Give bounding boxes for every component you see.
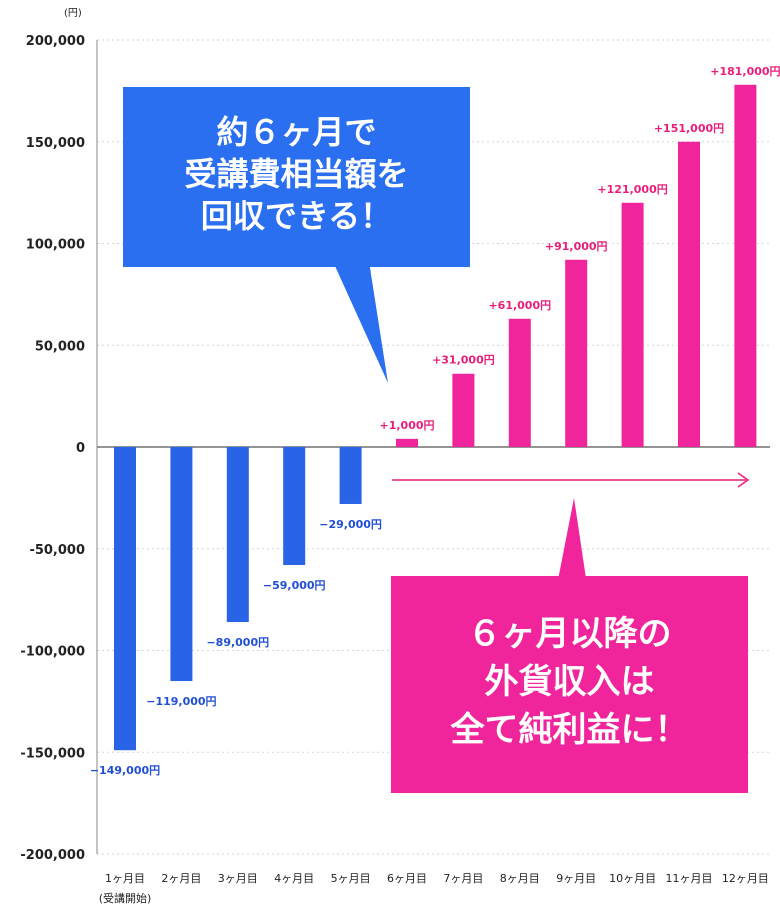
value-labels: −149,000円 −119,000円 −89,000円 −59,000円 −29,00… <box>90 65 780 777</box>
x-tick-label-10: 10ヶ月目 <box>609 872 656 885</box>
x-tick-label-7: 7ヶ月目 <box>443 872 483 885</box>
x-tick-label-6: 6ヶ月目 <box>387 872 427 885</box>
value-label-2: −119,000円 <box>146 695 216 708</box>
bar-5 <box>339 447 362 504</box>
bar-11 <box>678 141 700 447</box>
value-label-6: +1,000円 <box>379 419 434 432</box>
bar-12 <box>734 84 757 448</box>
y-tick-label: -50,000 <box>29 543 85 558</box>
y-tick-label: 0 <box>76 441 85 456</box>
y-tick-label: 150,000 <box>26 136 85 151</box>
pink-callout-line-3: 全て純利益に！ <box>450 710 689 750</box>
x-axis-ticks: 1ヶ月目 2ヶ月目 3ヶ月目 4ヶ月目 5ヶ月目 6ヶ月目 7ヶ月目 8ヶ月目 9ヶ月目 10ヶ月… <box>105 872 769 885</box>
bar-1 <box>114 447 136 751</box>
value-label-11: +151,000円 <box>654 122 724 135</box>
bar-4 <box>283 447 306 566</box>
bar-9 <box>565 259 588 447</box>
pink-callout-line-2: 外貨収入は <box>484 662 655 702</box>
y-tick-label: -100,000 <box>20 645 85 660</box>
value-label-1: −149,000円 <box>90 764 160 777</box>
arrow-head-icon <box>737 472 750 488</box>
bar-10 <box>621 202 644 447</box>
y-tick-label: 100,000 <box>26 238 85 253</box>
y-tick-label: 50,000 <box>35 339 85 354</box>
pink-callout-line-1: ６ヶ月以降の <box>467 614 672 654</box>
value-label-10: +121,000円 <box>597 183 667 196</box>
pink-callout-pointer <box>557 498 587 585</box>
blue-callout-line-1: 約６ヶ月で <box>216 113 377 151</box>
y-tick-label: -200,000 <box>20 848 85 863</box>
y-tick-label: -150,000 <box>20 746 85 761</box>
value-label-4: −59,000円 <box>263 579 326 592</box>
value-label-3: −89,000円 <box>206 636 269 649</box>
blue-callout-line-3: 回収できる！ <box>200 197 393 235</box>
x-tick-label-11: 11ヶ月目 <box>666 872 713 885</box>
value-label-9: +91,000円 <box>545 240 608 253</box>
value-label-12: +181,000円 <box>710 65 780 78</box>
x-tick-label-5: 5ヶ月目 <box>331 872 371 885</box>
blue-callout-pointer <box>330 255 388 383</box>
blue-callout: 約６ヶ月で受講費相当額を 回収できる！ <box>123 87 470 267</box>
x-tick-label-12: 12ヶ月目 <box>722 872 769 885</box>
value-label-8: +61,000円 <box>488 299 551 312</box>
bar-6 <box>396 438 418 447</box>
x-tick-label-8: 8ヶ月目 <box>500 872 540 885</box>
bar-8 <box>508 318 531 447</box>
bars <box>114 84 757 751</box>
y-axis-ticks: 200,000 150,000 100,000 50,000 0 -50,000 -100,… <box>20 34 85 863</box>
bar-2 <box>170 447 193 682</box>
y-tick-label: 200,000 <box>26 34 85 49</box>
bar-3 <box>226 447 249 623</box>
x-tick-label-1: 1ヶ月目 <box>105 872 145 885</box>
blue-callout-line-2: 受講費相当額を <box>184 155 409 193</box>
pink-callout: ６ヶ月以降の 外貨収入は全て純利益に！ <box>391 576 748 793</box>
x-tick-label-2: 2ヶ月目 <box>161 872 201 885</box>
bar-7 <box>452 373 475 447</box>
x-tick-label-4: 4ヶ月目 <box>274 872 314 885</box>
x-tick-label-9: 9ヶ月目 <box>556 872 596 885</box>
y-axis-unit: (円) <box>64 8 82 19</box>
value-label-5: −29,000円 <box>319 518 382 531</box>
x-tick-label-3: 3ヶ月目 <box>218 872 258 885</box>
x-axis-start-note: (受講開始) <box>99 891 152 905</box>
value-label-7: +31,000円 <box>432 354 495 367</box>
